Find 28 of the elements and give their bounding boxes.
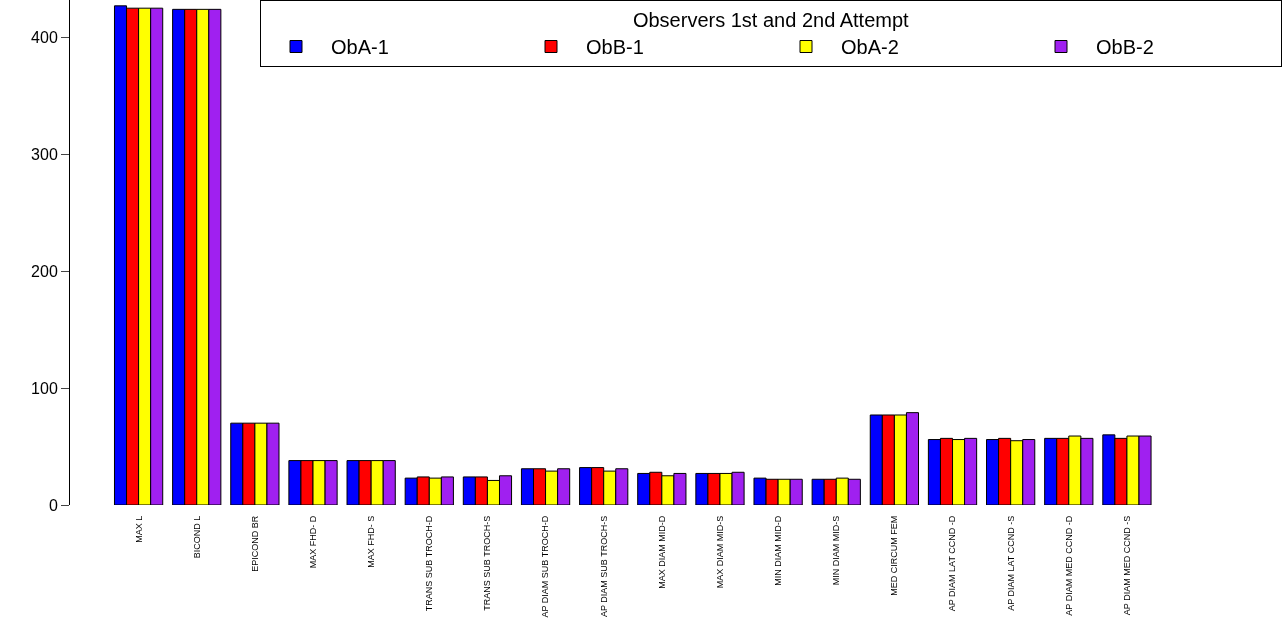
x-tick-label: AP DIAM LAT CCND -D — [947, 515, 958, 612]
y-tick-label: 200 — [31, 262, 58, 280]
x-tick-label: MAX L — [133, 515, 144, 543]
x-tick-label: MAX FHD- D — [307, 515, 318, 569]
x-tick-label: MIN DIAM MID-S — [831, 515, 842, 586]
x-tick-label: TRANS SUB TROCH-D — [424, 515, 435, 612]
x-tick-label: MAX DIAM MID-D — [656, 515, 667, 589]
legend-label: ObA-1 — [331, 36, 389, 59]
x-tick-label: AP DIAM SUB TROCH-S — [598, 515, 609, 617]
x-tick-label: AP DIAM SUB TROCH-D — [540, 515, 551, 618]
x-tick-label: EPICOND BR — [249, 515, 260, 572]
x-tick-label: AP DIAM LAT CCND -S — [1005, 515, 1016, 611]
x-tick-label: MAX FHD- S — [366, 515, 377, 568]
legend-label: ObB-1 — [586, 36, 644, 59]
x-tick-label: AP DIAM MED CCND -D — [1063, 515, 1074, 616]
x-tick-label: MIN DIAM MID-D — [773, 515, 784, 586]
y-tick-label: 100 — [31, 379, 58, 397]
y-tick-label: 0 — [48, 496, 58, 514]
x-tick-label: MAX DIAM MID-S — [714, 515, 725, 589]
y-tick-label: 300 — [31, 145, 58, 163]
x-tick-label: AP DIAM MED CCND -S — [1121, 515, 1132, 616]
legend-label: ObB-2 — [1096, 36, 1154, 59]
x-tick-label: MED CIRCUM FEM — [889, 515, 900, 596]
legend-title: Observers 1st and 2nd Attempt — [632, 9, 910, 31]
x-tick-label: BICOND L — [191, 515, 202, 559]
legend-label: ObA-2 — [841, 36, 899, 59]
x-tick-label: TRANS SUB TROCH-S — [482, 515, 493, 611]
y-tick-label: 400 — [31, 29, 58, 47]
